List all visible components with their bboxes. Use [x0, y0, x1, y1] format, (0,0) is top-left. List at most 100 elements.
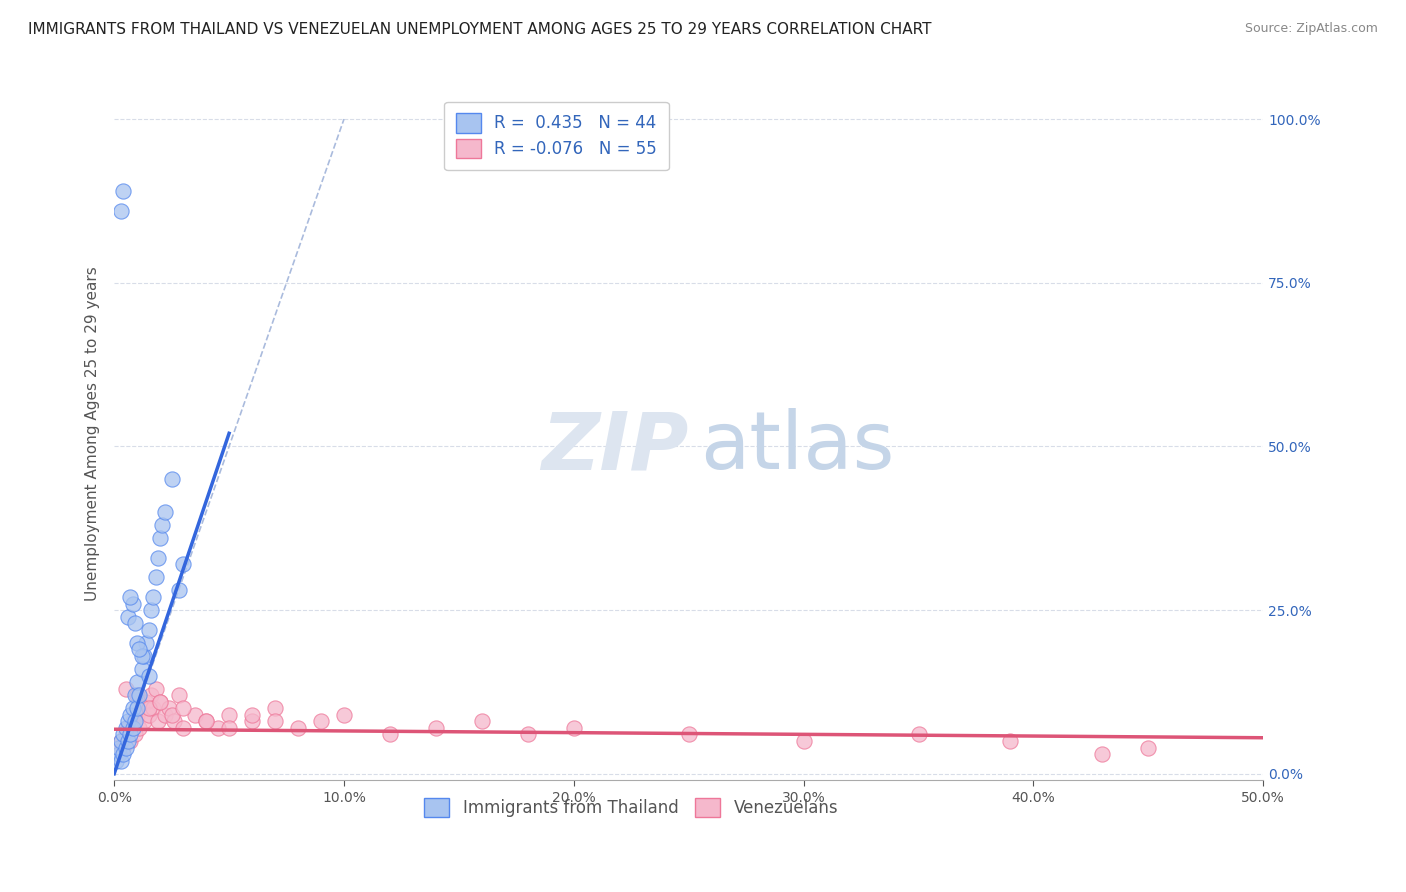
Point [131, 662, 153, 676]
Point [240, 707, 263, 722]
Point [135, 636, 157, 650]
Point [127, 688, 149, 702]
Point [562, 721, 585, 735]
Point [120, 727, 142, 741]
Point [124, 616, 146, 631]
Point [131, 701, 153, 715]
Point [1000, 734, 1022, 748]
Point [117, 734, 139, 748]
Point [172, 721, 194, 735]
Point [167, 583, 190, 598]
Point [240, 714, 263, 729]
Point [1137, 740, 1160, 755]
Point [124, 688, 146, 702]
Text: atlas: atlas [700, 409, 894, 486]
Legend: Immigrants from Thailand, Venezuelans: Immigrants from Thailand, Venezuelans [418, 791, 845, 824]
Text: Source: ZipAtlas.com: Source: ZipAtlas.com [1244, 22, 1378, 36]
Point [132, 714, 155, 729]
Point [105, 740, 128, 755]
Point [107, 747, 129, 761]
Point [112, 727, 135, 741]
Point [121, 714, 143, 729]
Point [117, 721, 139, 735]
Point [207, 721, 229, 735]
Point [678, 727, 700, 741]
Point [114, 740, 136, 755]
Point [142, 701, 165, 715]
Point [124, 714, 146, 729]
Point [112, 740, 135, 755]
Point [218, 707, 240, 722]
Point [153, 505, 176, 519]
Point [128, 721, 150, 735]
Point [160, 472, 183, 486]
Point [121, 597, 143, 611]
Point [333, 707, 356, 722]
Point [112, 184, 135, 198]
Point [172, 701, 194, 715]
Point [107, 740, 129, 755]
Point [128, 642, 150, 657]
Point [149, 695, 172, 709]
Point [117, 609, 139, 624]
Point [121, 701, 143, 715]
Point [127, 675, 149, 690]
Point [172, 558, 194, 572]
Point [127, 707, 149, 722]
Point [127, 636, 149, 650]
Point [120, 590, 142, 604]
Point [309, 714, 332, 729]
Point [138, 668, 160, 682]
Point [142, 590, 165, 604]
Point [128, 688, 150, 702]
Point [195, 714, 218, 729]
Point [110, 734, 132, 748]
Point [167, 688, 190, 702]
Point [139, 688, 162, 702]
Point [793, 734, 815, 748]
Point [160, 707, 183, 722]
Point [120, 734, 142, 748]
Point [287, 721, 309, 735]
Point [117, 714, 139, 729]
Point [195, 714, 218, 729]
Point [145, 681, 167, 696]
Point [114, 681, 136, 696]
Point [110, 734, 132, 748]
Point [138, 701, 160, 715]
Point [1091, 747, 1114, 761]
Point [132, 648, 155, 663]
Point [264, 714, 287, 729]
Point [157, 701, 180, 715]
Point [471, 714, 494, 729]
Point [145, 570, 167, 584]
Point [264, 701, 287, 715]
Point [138, 623, 160, 637]
Point [146, 714, 169, 729]
Point [124, 727, 146, 741]
Point [146, 550, 169, 565]
Point [127, 701, 149, 715]
Point [138, 707, 160, 722]
Point [163, 714, 186, 729]
Text: ZIP: ZIP [541, 409, 689, 486]
Point [149, 695, 172, 709]
Point [516, 727, 538, 741]
Point [114, 727, 136, 741]
Point [110, 203, 132, 218]
Point [218, 721, 240, 735]
Point [112, 747, 135, 761]
Point [149, 531, 172, 545]
Point [425, 721, 447, 735]
Point [139, 603, 162, 617]
Point [907, 727, 929, 741]
Point [131, 648, 153, 663]
Point [121, 721, 143, 735]
Point [114, 721, 136, 735]
Point [153, 707, 176, 722]
Text: IMMIGRANTS FROM THAILAND VS VENEZUELAN UNEMPLOYMENT AMONG AGES 25 TO 29 YEARS CO: IMMIGRANTS FROM THAILAND VS VENEZUELAN U… [28, 22, 932, 37]
Point [120, 707, 142, 722]
Point [152, 518, 174, 533]
Point [105, 754, 128, 768]
Point [135, 695, 157, 709]
